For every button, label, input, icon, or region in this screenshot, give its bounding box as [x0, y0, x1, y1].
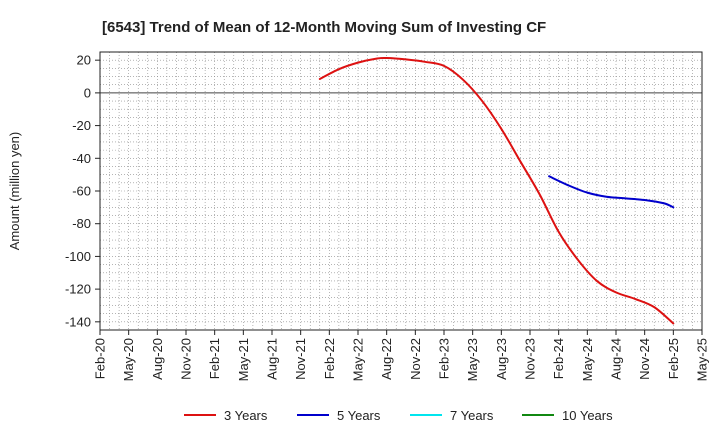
- x-tick-label: Feb-23: [437, 338, 452, 379]
- x-tick-label: May-25: [695, 338, 710, 381]
- y-axis-ticks: 20 0 -20 -40 -60 -80 -100 -120 -140: [65, 53, 100, 329]
- y-tick-label: -80: [72, 216, 91, 231]
- x-tick-label: May-24: [580, 338, 595, 381]
- grid-lines: [99, 52, 703, 330]
- x-tick-label: Aug-24: [609, 338, 624, 380]
- x-tick-label: Aug-21: [265, 338, 280, 380]
- legend-item-5-years: 5 Years: [297, 408, 381, 423]
- legend-item-7-years: 7 Years: [410, 408, 494, 423]
- y-tick-label: -100: [65, 249, 91, 264]
- x-tick-label: Feb-21: [207, 338, 222, 379]
- series-layer: [318, 56, 675, 325]
- x-tick-label: Nov-24: [637, 338, 652, 380]
- y-axis-label: Amount (million yen): [7, 132, 22, 251]
- legend: 3 Years 5 Years 7 Years 10 Years: [184, 408, 613, 423]
- legend-item-10-years: 10 Years: [522, 408, 613, 423]
- x-tick-label: May-23: [465, 338, 480, 381]
- chart-title: [6543] Trend of Mean of 12-Month Moving …: [102, 19, 546, 36]
- x-tick-label: Nov-23: [523, 338, 538, 380]
- x-tick-label: Aug-22: [379, 338, 394, 380]
- y-tick-label: -40: [72, 151, 91, 166]
- x-tick-label: May-22: [351, 338, 366, 381]
- series-line-3-years: [318, 56, 675, 325]
- legend-label: 7 Years: [450, 408, 494, 423]
- y-tick-label: 0: [84, 85, 91, 100]
- x-tick-label: Aug-20: [150, 338, 165, 380]
- y-tick-label: 20: [77, 53, 91, 68]
- x-tick-label: Feb-20: [93, 338, 108, 379]
- plot-area: [99, 51, 703, 331]
- x-axis-ticks: Feb-20 May-20 Aug-20 Nov-20 Feb-21 May-21 Aug-…: [93, 330, 710, 381]
- x-tick-label: Feb-24: [551, 338, 566, 379]
- series-line-5-years: [548, 175, 675, 209]
- x-tick-label: Nov-22: [408, 338, 423, 380]
- legend-label: 3 Years: [224, 408, 268, 423]
- legend-item-3-years: 3 Years: [184, 408, 268, 423]
- legend-label: 5 Years: [337, 408, 381, 423]
- x-tick-label: May-21: [236, 338, 251, 381]
- y-tick-label: -140: [65, 314, 91, 329]
- y-tick-label: -20: [72, 118, 91, 133]
- y-tick-label: -60: [72, 184, 91, 199]
- x-tick-label: Feb-22: [322, 338, 337, 379]
- x-tick-label: Nov-21: [293, 338, 308, 380]
- x-tick-label: May-20: [121, 338, 136, 381]
- legend-label: 10 Years: [562, 408, 613, 423]
- y-tick-label: -120: [65, 282, 91, 297]
- x-tick-label: Aug-23: [494, 338, 509, 380]
- x-tick-label: Nov-20: [179, 338, 194, 380]
- x-tick-label: Feb-25: [666, 338, 681, 379]
